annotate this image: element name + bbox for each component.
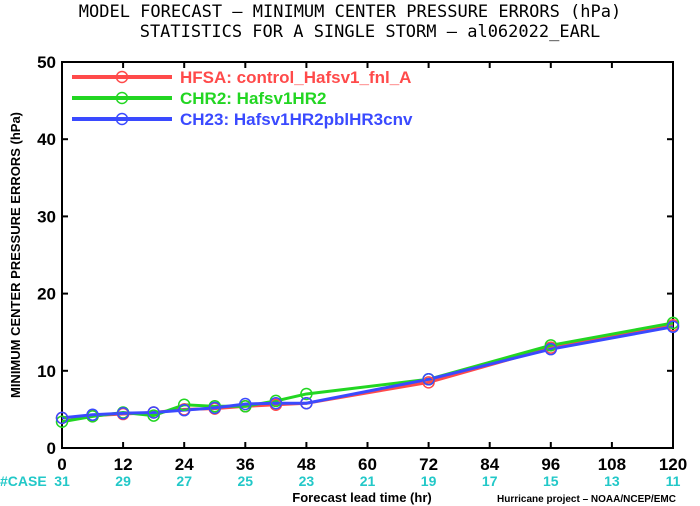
case-count: 13 (604, 473, 620, 489)
series-point-2 (116, 407, 130, 420)
legend-marker-1 (115, 91, 129, 105)
x-tick-label: 108 (598, 455, 626, 474)
x-tick-label: 24 (175, 455, 194, 474)
case-count: 21 (360, 473, 376, 489)
case-label: #CASE (0, 473, 47, 489)
x-tick-label: 48 (297, 455, 316, 474)
series-point-2 (147, 406, 160, 419)
x-tick-label: 0 (57, 455, 66, 474)
y-axis-label: MINIMUM CENTER PRESSURE ERRORS (hPa) (8, 112, 23, 398)
series-point-2 (55, 411, 69, 425)
series-point-1 (666, 316, 680, 330)
x-tick-label: 72 (419, 455, 438, 474)
x-tick-label: 12 (114, 455, 133, 474)
series-point-2 (177, 403, 191, 417)
y-tick-label: 30 (37, 207, 56, 226)
series-point-2 (300, 396, 313, 410)
case-count: 19 (421, 473, 437, 489)
series-point-1 (177, 398, 191, 412)
credit-text: Hurricane project – NOAA/NCEP/EMC (497, 494, 676, 505)
legend: HFSA: control_Hafsv1_fnl_A CHR2: Hafsv1HR… (72, 68, 413, 129)
case-count: 17 (482, 473, 498, 489)
case-count: 23 (299, 473, 315, 489)
legend-label-1: CHR2: Hafsv1HR2 (180, 89, 326, 108)
series-point-1 (300, 387, 313, 401)
x-tick-label: 96 (541, 455, 560, 474)
chart-subtitle: STATISTICS FOR A SINGLE STORM – al062022… (140, 22, 601, 42)
y-tick-label: 10 (37, 362, 56, 381)
series-point-2 (544, 342, 558, 356)
series-point-2 (239, 397, 252, 411)
y-tick-label: 50 (37, 53, 56, 72)
series-point-1 (147, 409, 160, 422)
plot-axes: 0 12 24 36 48 60 72 84 96 108 120 0 10 20 30 40 50 (37, 53, 687, 474)
case-count: 27 (176, 473, 192, 489)
case-count: 29 (115, 473, 131, 489)
series-point-1 (544, 339, 558, 352)
series-layer (55, 316, 680, 429)
x-tick-label: 36 (236, 455, 255, 474)
series-point-2 (269, 396, 283, 410)
case-count: 31 (54, 473, 70, 489)
case-count: 25 (238, 473, 254, 489)
series-point-2 (86, 408, 99, 422)
series-point-0 (422, 376, 435, 389)
legend-label-0: HFSA: control_Hafsv1_fnl_A (180, 68, 411, 87)
case-counts: 31 29 27 25 23 21 19 17 15 13 11 (54, 473, 680, 489)
legend-marker-2 (115, 112, 129, 126)
x-tick-label: 120 (659, 455, 687, 474)
legend-label-2: CH23: Hafsv1HR2pblHR3cnv (180, 110, 413, 129)
series-point-2 (208, 401, 221, 415)
y-tick-label: 20 (37, 285, 56, 304)
series-point-2 (422, 373, 435, 386)
y-tick-label: 0 (47, 439, 56, 458)
x-tick-label: 84 (480, 455, 499, 474)
y-tick-label: 40 (37, 130, 56, 149)
legend-marker-0 (115, 70, 129, 84)
series-point-1 (55, 415, 69, 429)
chart-title: MODEL FORECAST – MINIMUM CENTER PRESSURE… (79, 2, 621, 22)
x-axis-label: Forecast lead time (hr) (292, 490, 431, 505)
case-count: 11 (666, 473, 681, 489)
case-count: 15 (543, 473, 559, 489)
series-point-2 (666, 320, 680, 334)
x-tick-label: 60 (358, 455, 377, 474)
